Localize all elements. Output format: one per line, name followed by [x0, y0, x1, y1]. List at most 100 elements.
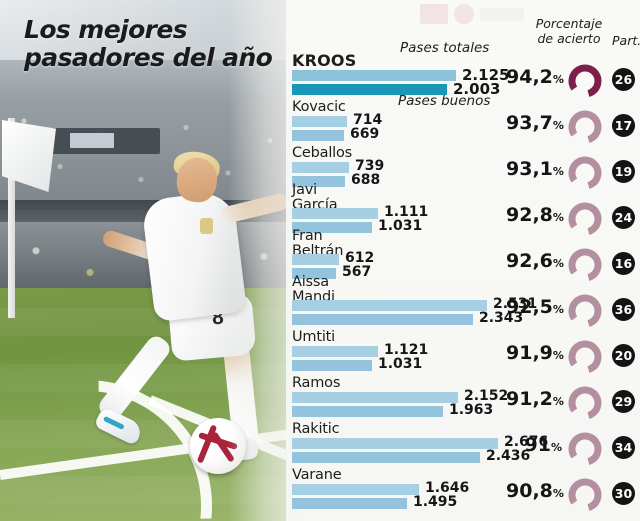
- accuracy-percentage: 91,2%: [506, 388, 564, 410]
- row-bars: 2.125 2.003: [292, 66, 509, 100]
- bar-pases-totales: [292, 70, 456, 81]
- participation-badge: 16: [612, 252, 635, 275]
- bar-label-pases-buenos: 688: [351, 172, 381, 188]
- bar-label-pases-buenos: 2.003: [453, 80, 501, 98]
- row-player-name: Umtiti: [292, 329, 335, 345]
- row-bars: 2.676 2.436: [292, 434, 548, 468]
- accuracy-donut: [568, 432, 602, 466]
- watermark-logo: [412, 2, 532, 26]
- column-header-participacion: Part.: [612, 33, 640, 48]
- bar-pases-buenos: [292, 406, 443, 417]
- accuracy-donut: [568, 64, 602, 98]
- accuracy-percentage: 91%: [524, 434, 562, 456]
- row-player-name: Ramos: [292, 375, 341, 391]
- table-row: Ceballos 739 688 93,1% 19: [0, 145, 640, 194]
- row-bars: 739 688: [292, 158, 508, 192]
- participation-badge: 26: [612, 68, 635, 91]
- table-row: Javi García 1.111 1.031 92,8% 24: [0, 183, 640, 240]
- bar-pases-buenos: [292, 84, 447, 95]
- accuracy-donut: [568, 248, 602, 282]
- row-player-name: Rakitic: [292, 421, 340, 437]
- row-player-name: KROOS: [292, 51, 357, 70]
- bar-pases-totales: [292, 300, 487, 311]
- accuracy-donut: [568, 156, 602, 190]
- table-row: Aissa Mandi 2.531 2.343 92,5% 36: [0, 275, 640, 332]
- bar-pases-buenos: [292, 176, 345, 187]
- accuracy-donut: [568, 110, 602, 144]
- bar-label-pases-totales: 1.111: [384, 204, 429, 220]
- participation-badge: 29: [612, 390, 635, 413]
- bar-pases-totales: [292, 162, 349, 173]
- bar-label-pases-totales: 1.646: [425, 480, 470, 496]
- accuracy-percentage: 93,1%: [506, 158, 564, 180]
- bar-pases-totales: [292, 346, 378, 357]
- bar-label-pases-totales: 714: [353, 112, 383, 128]
- accuracy-percentage: 92,6%: [506, 250, 564, 272]
- bar-label-pases-buenos: 2.343: [479, 310, 524, 326]
- column-header-pases-totales: Pases totales: [400, 40, 490, 56]
- accuracy-percentage: 93,7%: [506, 112, 564, 134]
- participation-badge: 20: [612, 344, 635, 367]
- bar-label-pases-totales: 2.125: [462, 66, 510, 84]
- accuracy-percentage: 94,2%: [506, 66, 564, 88]
- participation-badge: 24: [612, 206, 635, 229]
- row-player-name: Ceballos: [292, 145, 353, 161]
- club-crest: [200, 218, 213, 234]
- bar-label-pases-buenos: 567: [342, 264, 372, 280]
- row-bars: 2.152 1.963: [292, 388, 508, 422]
- bar-label-pases-buenos: 1.963: [449, 402, 494, 418]
- bar-pases-totales: [292, 116, 347, 127]
- corner-flag-pole: [8, 118, 15, 318]
- participation-badge: 34: [612, 436, 635, 459]
- column-header-pases-buenos: Pases buenos: [398, 93, 491, 109]
- row-bars: 1.646 1.495: [292, 480, 508, 514]
- table-row: Fran Beltrán 612 567 92,6% 16: [0, 229, 640, 286]
- bar-label-pases-buenos: 669: [350, 126, 380, 142]
- accuracy-percentage: 92,5%: [506, 296, 564, 318]
- bar-pases-totales: [292, 392, 458, 403]
- column-header-porcentaje: Porcentaje de acierto: [535, 16, 603, 46]
- scoreboard-screen: [70, 133, 114, 148]
- bar-pases-buenos: [292, 360, 372, 371]
- bar-pases-buenos: [292, 130, 344, 141]
- bar-label-pases-totales: 2.152: [464, 388, 509, 404]
- table-row: Kovacic 714 669 93,7% 17: [0, 99, 640, 148]
- accuracy-donut: [568, 294, 602, 328]
- table-row: Rakitic 2.676 2.436 91% 34: [0, 421, 640, 470]
- bar-label-pases-totales: 612: [345, 250, 375, 266]
- bar-label-pases-totales: 739: [355, 158, 385, 174]
- row-bars: 612 567: [292, 250, 508, 284]
- participation-badge: 17: [612, 114, 635, 137]
- participation-badge: 36: [612, 298, 635, 321]
- row-player-name: Kovacic: [292, 99, 346, 115]
- bar-pases-buenos: [292, 222, 372, 233]
- page-title: Los mejores pasadores del año: [24, 15, 273, 72]
- row-player-name: Varane: [292, 467, 342, 483]
- row-bars: 1.111 1.031: [292, 204, 508, 238]
- bar-label-pases-buenos: 1.031: [378, 218, 423, 234]
- accuracy-donut: [568, 340, 602, 374]
- bar-pases-totales: [292, 484, 419, 495]
- bar-label-pases-totales: 1.121: [384, 342, 429, 358]
- bar-pases-totales: [292, 208, 378, 219]
- row-bars: 2.531 2.343: [292, 296, 537, 330]
- bar-pases-buenos: [292, 314, 473, 325]
- bar-pases-buenos: [292, 452, 480, 463]
- bar-label-pases-buenos: 1.495: [413, 494, 458, 510]
- bar-label-pases-totales: 2.676: [504, 434, 549, 450]
- table-row: KROOS 2.125 2.003 94,2% 26: [0, 51, 640, 102]
- row-bars: 1.121 1.031: [292, 342, 508, 376]
- accuracy-donut: [568, 202, 602, 236]
- table-row: Umtiti 1.121 1.031 91,9% 20: [0, 329, 640, 378]
- accuracy-percentage: 90,8%: [506, 480, 564, 502]
- accuracy-donut: [568, 478, 602, 512]
- participation-badge: 30: [612, 482, 635, 505]
- bar-pases-totales: [292, 254, 339, 265]
- participation-badge: 19: [612, 160, 635, 183]
- bar-pases-buenos: [292, 268, 336, 279]
- accuracy-percentage: 92,8%: [506, 204, 564, 226]
- player-photo: 8: [0, 0, 300, 521]
- bar-label-pases-buenos: 1.031: [378, 356, 423, 372]
